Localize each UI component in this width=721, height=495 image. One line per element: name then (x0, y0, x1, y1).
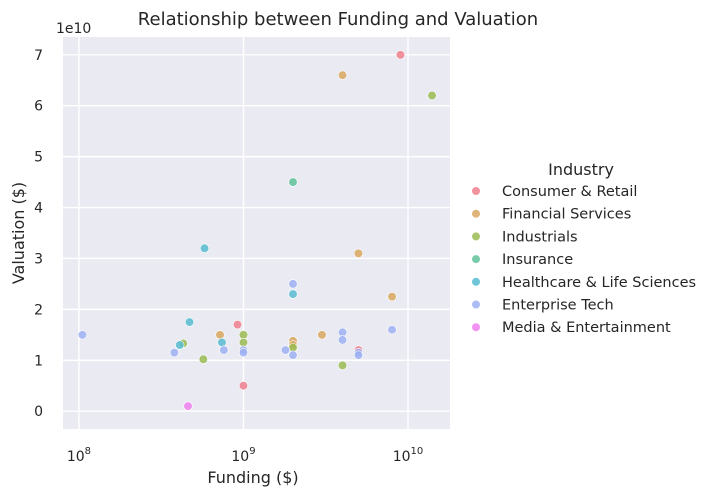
data-point (337, 327, 348, 337)
y-tick-label: 1 (34, 353, 43, 369)
data-point (353, 248, 364, 258)
data-point (317, 330, 327, 340)
legend-entry: Industrials (502, 229, 578, 245)
data-points (77, 50, 437, 411)
y-offset-label: 1e10 (56, 21, 91, 37)
data-point (427, 90, 437, 101)
data-point (353, 350, 364, 360)
x-axis-ticks: 108 109 1010 (67, 446, 423, 465)
data-point (217, 337, 227, 348)
data-point (288, 289, 298, 299)
legend-marker (471, 322, 481, 332)
data-point (288, 177, 298, 187)
legend-marker (471, 277, 481, 287)
y-tick-label: 2 (34, 302, 43, 318)
data-point (288, 350, 298, 360)
data-point (337, 360, 348, 370)
data-point (215, 330, 225, 340)
legend-marker (471, 299, 481, 310)
legend-marker (471, 254, 481, 264)
data-point (337, 70, 348, 80)
data-point (387, 292, 397, 302)
data-point (219, 345, 229, 355)
legend-entry: Consumer & Retail (502, 184, 637, 200)
data-point (387, 325, 397, 335)
y-tick-label: 3 (34, 251, 43, 267)
x-tick-label: 109 (231, 446, 255, 465)
data-point (288, 279, 298, 289)
data-point (183, 401, 193, 411)
data-point (238, 381, 249, 391)
chart-title: Relationship between Funding and Valuati… (138, 9, 538, 30)
y-axis-ticks: 0 1 2 3 4 5 6 7 (34, 48, 43, 420)
data-point (184, 317, 195, 327)
data-point (337, 335, 348, 345)
legend-marker (471, 186, 481, 196)
legend-marker (471, 209, 481, 219)
legend: Industry Consumer & Retail Financial Serv… (471, 160, 696, 336)
legend-entry: Insurance (502, 252, 573, 268)
x-axis-label: Funding ($) (207, 468, 298, 487)
grid-lines (63, 37, 450, 429)
legend-entry: Enterprise Tech (502, 298, 614, 314)
x-tick-label: 1010 (393, 446, 424, 465)
data-point (395, 50, 406, 60)
data-point (238, 337, 249, 348)
y-tick-label: 7 (34, 48, 43, 64)
data-point (238, 348, 249, 358)
y-axis-label: Valuation ($) (9, 182, 28, 284)
legend-entry: Media & Entertainment (502, 320, 671, 336)
data-point (199, 243, 210, 253)
legend-marker (471, 231, 481, 241)
data-point (175, 340, 185, 350)
data-point (232, 320, 243, 330)
y-tick-label: 6 (34, 99, 43, 115)
data-point (77, 330, 88, 340)
y-tick-label: 4 (34, 201, 43, 217)
data-point (169, 348, 179, 358)
legend-entry: Financial Services (502, 207, 631, 223)
y-tick-label: 5 (34, 150, 43, 166)
plot-area (63, 37, 450, 429)
data-point (280, 345, 291, 355)
data-point (238, 330, 249, 340)
legend-title: Industry (548, 160, 614, 179)
legend-entry: Healthcare & Life Sciences (502, 275, 696, 291)
x-tick-label: 108 (67, 446, 91, 465)
y-tick-label: 0 (34, 404, 43, 420)
data-point (198, 354, 208, 364)
